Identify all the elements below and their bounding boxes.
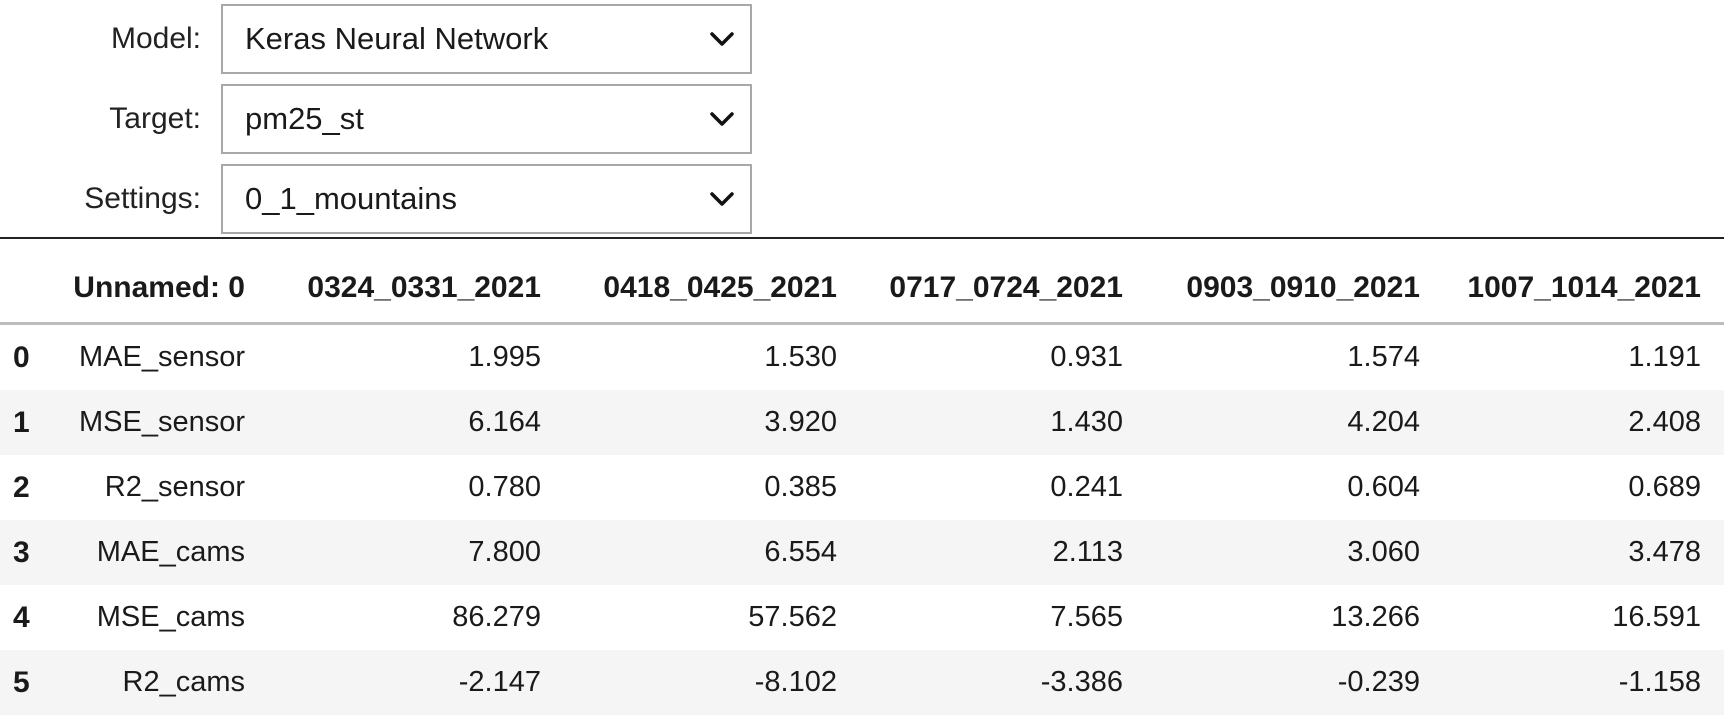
table-cell: 57.562 bbox=[748, 601, 837, 633]
table-cell: 4.204 bbox=[1347, 406, 1420, 438]
table-cell: 1.191 bbox=[1628, 341, 1701, 373]
column-header: 1007_1014_2021 bbox=[1420, 254, 1701, 325]
table-row: 3 MAE_cams 7.800 6.554 2.113 3.060 3.478 bbox=[0, 520, 1724, 585]
table-cell: -2.147 bbox=[458, 666, 541, 698]
row-metric-name: MAE_cams bbox=[96, 536, 245, 568]
table-cell: 1.530 bbox=[764, 341, 837, 373]
table-row: 0 MAE_sensor 1.995 1.530 0.931 1.574 1.191 bbox=[0, 324, 1724, 391]
column-header: 0324_0331_2021 bbox=[245, 254, 541, 325]
target-label: Target: bbox=[109, 102, 201, 135]
table-cell: 0.931 bbox=[1050, 341, 1123, 373]
table-row: 5 R2_cams -2.147 -8.102 -3.386 -0.239 -1.158 bbox=[0, 650, 1724, 715]
model-dropdown[interactable]: Keras Neural Network bbox=[221, 4, 752, 74]
table-cell: 6.164 bbox=[468, 406, 541, 438]
table-cell: 7.565 bbox=[1050, 601, 1123, 633]
output-divider bbox=[0, 237, 1724, 239]
table-cell: -3.386 bbox=[1040, 666, 1123, 698]
row-index: 1 bbox=[13, 405, 30, 439]
table-cell: -0.239 bbox=[1337, 666, 1420, 698]
target-control: Target: pm25_st bbox=[0, 84, 760, 154]
row-index: 5 bbox=[13, 665, 30, 699]
row-metric-name: R2_sensor bbox=[104, 471, 245, 503]
table-cell: 16.591 bbox=[1612, 601, 1701, 633]
table-cell: 1.430 bbox=[1050, 406, 1123, 438]
table-cell: 1.574 bbox=[1347, 341, 1420, 373]
table-body: 0 MAE_sensor 1.995 1.530 0.931 1.574 1.191 1 MSE… bbox=[0, 324, 1724, 715]
column-header: 0903_0910_2021 bbox=[1123, 254, 1420, 325]
column-header: 0418_0425_2021 bbox=[541, 254, 837, 325]
model-label: Model: bbox=[110, 22, 201, 55]
column-header-index bbox=[0, 254, 50, 325]
table-cell: 0.604 bbox=[1347, 471, 1420, 503]
table-cell: 0.385 bbox=[764, 471, 837, 503]
table-cell: 1.995 bbox=[468, 341, 541, 373]
row-index: 3 bbox=[13, 535, 30, 569]
table-cell: 13.266 bbox=[1331, 601, 1420, 633]
model-selected-value: Keras Neural Network bbox=[245, 21, 549, 56]
widget-controls: Model: Keras Neural Network Target: pm25… bbox=[0, 0, 760, 236]
chevron-down-icon bbox=[710, 192, 734, 206]
chevron-down-icon bbox=[710, 32, 734, 46]
table-cell: -1.158 bbox=[1618, 666, 1701, 698]
settings-control: Settings: 0_1_mountains bbox=[0, 164, 760, 234]
results-table: Unnamed: 0 0324_0331_2021 0418_0425_2021… bbox=[0, 254, 1724, 715]
settings-dropdown[interactable]: 0_1_mountains bbox=[221, 164, 752, 234]
table-cell: 3.478 bbox=[1628, 536, 1701, 568]
target-selected-value: pm25_st bbox=[245, 101, 364, 136]
table-cell: 3.060 bbox=[1347, 536, 1420, 568]
chevron-down-icon bbox=[710, 112, 734, 126]
row-index: 4 bbox=[13, 600, 30, 634]
row-index: 0 bbox=[13, 340, 30, 374]
table-row: 4 MSE_cams 86.279 57.562 7.565 13.266 16.591 bbox=[0, 585, 1724, 650]
row-index: 2 bbox=[13, 470, 30, 504]
row-metric-name: MSE_sensor bbox=[78, 406, 245, 438]
row-metric-name: MAE_sensor bbox=[78, 341, 245, 373]
table-cell: 6.554 bbox=[764, 536, 837, 568]
table-header-row: Unnamed: 0 0324_0331_2021 0418_0425_2021… bbox=[0, 254, 1724, 325]
row-metric-name: R2_cams bbox=[122, 666, 246, 698]
table-cell: 0.689 bbox=[1628, 471, 1701, 503]
table-row: 1 MSE_sensor 6.164 3.920 1.430 4.204 2.408 bbox=[0, 390, 1724, 455]
column-header: Unnamed: 0 bbox=[50, 254, 245, 325]
model-control: Model: Keras Neural Network bbox=[0, 4, 760, 74]
table-cell: 86.279 bbox=[452, 601, 541, 633]
table-cell: 0.780 bbox=[468, 471, 541, 503]
table-cell: 2.408 bbox=[1628, 406, 1701, 438]
table-row: 2 R2_sensor 0.780 0.385 0.241 0.604 0.689 bbox=[0, 455, 1724, 520]
table-cell: 2.113 bbox=[1052, 536, 1123, 568]
target-dropdown[interactable]: pm25_st bbox=[221, 84, 752, 154]
table-cell: 0.241 bbox=[1050, 471, 1123, 503]
table-cell: 3.920 bbox=[764, 406, 837, 438]
column-header: 0717_0724_2021 bbox=[837, 254, 1123, 325]
table-cell: 7.800 bbox=[468, 536, 541, 568]
settings-label: Settings: bbox=[84, 182, 201, 215]
row-metric-name: MSE_cams bbox=[96, 601, 245, 633]
table-cell: -8.102 bbox=[754, 666, 837, 698]
settings-selected-value: 0_1_mountains bbox=[245, 181, 457, 216]
